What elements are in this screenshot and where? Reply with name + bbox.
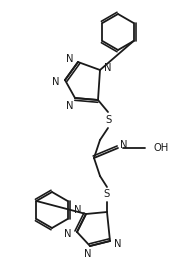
Text: S: S bbox=[104, 189, 110, 199]
Text: N: N bbox=[104, 63, 112, 73]
Text: N: N bbox=[64, 229, 72, 239]
Text: N: N bbox=[84, 249, 92, 259]
Text: N: N bbox=[120, 140, 128, 150]
Text: N: N bbox=[74, 205, 82, 215]
Text: S: S bbox=[105, 115, 111, 125]
Text: N: N bbox=[66, 101, 74, 111]
Text: N: N bbox=[52, 77, 60, 87]
Text: N: N bbox=[114, 239, 122, 249]
Text: N: N bbox=[66, 54, 74, 64]
Text: OH: OH bbox=[153, 143, 168, 153]
